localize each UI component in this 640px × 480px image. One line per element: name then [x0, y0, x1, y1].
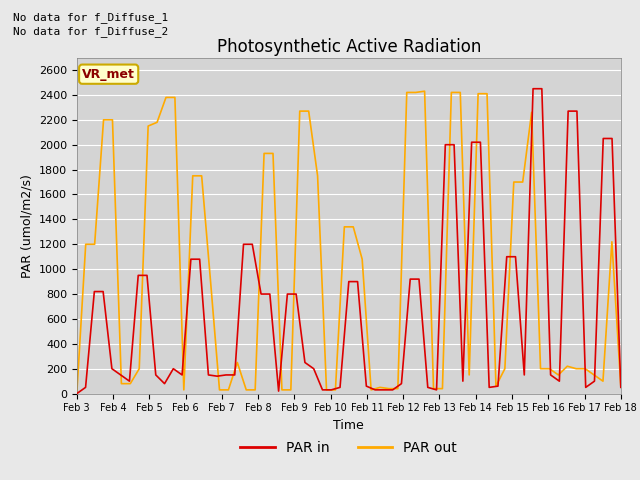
Y-axis label: PAR (umol/m2/s): PAR (umol/m2/s): [20, 174, 33, 277]
Text: No data for f_Diffuse_2: No data for f_Diffuse_2: [13, 26, 168, 37]
Text: VR_met: VR_met: [82, 68, 135, 81]
Text: No data for f_Diffuse_1: No data for f_Diffuse_1: [13, 12, 168, 23]
Legend: PAR in, PAR out: PAR in, PAR out: [235, 435, 463, 461]
X-axis label: Time: Time: [333, 419, 364, 432]
Title: Photosynthetic Active Radiation: Photosynthetic Active Radiation: [216, 38, 481, 56]
